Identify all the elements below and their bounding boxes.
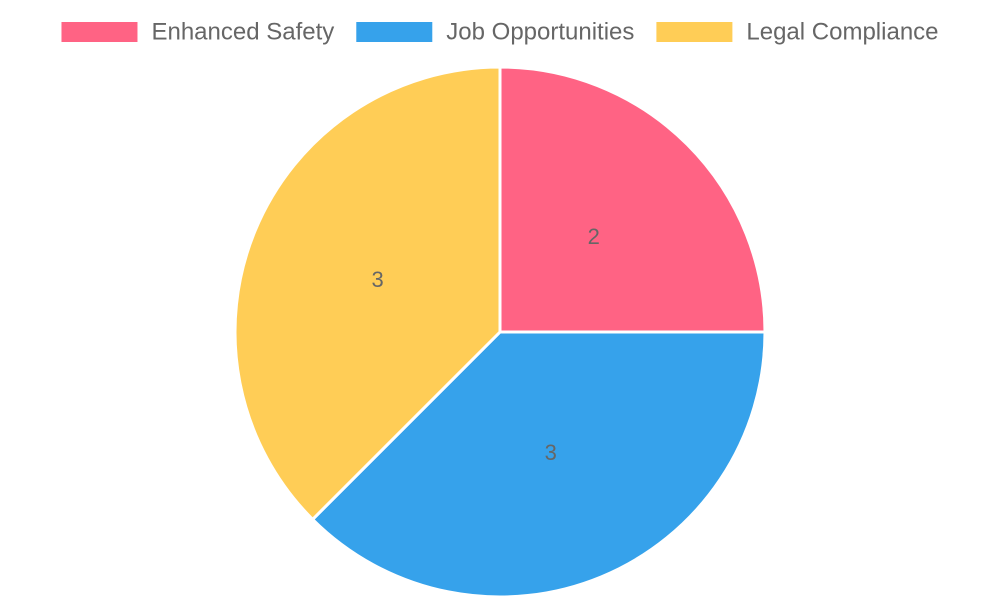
legend-item[interactable]: Job Opportunities xyxy=(356,18,634,45)
legend-swatch xyxy=(61,22,138,42)
legend-item[interactable]: Enhanced Safety xyxy=(61,18,334,45)
legend-label: Enhanced Safety xyxy=(151,18,334,45)
pie-slice xyxy=(233,65,502,522)
value-label: 3 xyxy=(371,267,383,292)
value-label: 3 xyxy=(545,440,557,465)
legend-item[interactable]: Legal Compliance xyxy=(656,18,939,45)
pie: 2 3 3 xyxy=(233,65,767,599)
legend: Enhanced Safety Job Opportunities Legal Co… xyxy=(61,18,939,45)
legend-label: Legal Compliance xyxy=(746,18,938,45)
legend-swatch xyxy=(356,22,433,42)
legend-swatch xyxy=(656,22,733,42)
pie-slice xyxy=(498,65,767,334)
pie-slice xyxy=(310,330,767,599)
value-label: 2 xyxy=(588,224,600,249)
legend-label: Job Opportunities xyxy=(446,18,634,45)
